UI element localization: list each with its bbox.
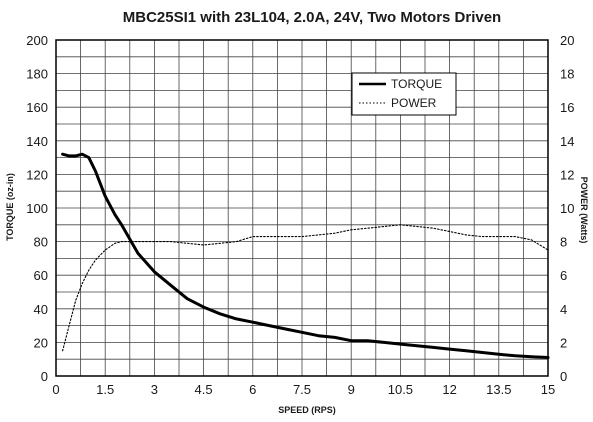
x-tick-label: 3 bbox=[151, 382, 158, 397]
x-tick-label: 9 bbox=[348, 382, 355, 397]
series-torque-line bbox=[61, 152, 550, 359]
y-left-tick-label: 20 bbox=[34, 335, 48, 350]
legend-power-label: POWER bbox=[391, 96, 437, 110]
y-left-tick-label: 200 bbox=[26, 33, 48, 48]
chart-title: MBC25SI1 with 23L104, 2.0A, 24V, Two Mot… bbox=[123, 9, 501, 26]
legend-box bbox=[351, 72, 457, 116]
y-right-tick-label: 12 bbox=[560, 167, 574, 182]
y-left-tick-label: 120 bbox=[26, 167, 48, 182]
y-right-tick-label: 20 bbox=[560, 33, 574, 48]
y-left-tick-label: 40 bbox=[34, 302, 48, 317]
y-left-tick-label: 100 bbox=[26, 201, 48, 216]
y-right-tick-label: 6 bbox=[560, 268, 567, 283]
y-left-tick-label: 160 bbox=[26, 100, 48, 115]
legend-torque-label: TORQUE bbox=[391, 77, 442, 91]
x-axis-label: SPEED (RPS) bbox=[278, 405, 336, 415]
y-right-tick-label: 14 bbox=[560, 134, 574, 149]
y-left-tick-label: 140 bbox=[26, 134, 48, 149]
y-left-tick-label: 80 bbox=[34, 235, 48, 250]
series-lines bbox=[61, 152, 550, 359]
x-tick-label: 7.5 bbox=[293, 382, 311, 397]
plot-frame bbox=[55, 39, 549, 377]
y-right-tick-label: 2 bbox=[560, 335, 567, 350]
y-right-tick-label: 16 bbox=[560, 100, 574, 115]
x-tick-label: 1.5 bbox=[96, 382, 114, 397]
y-right-tick-label: 18 bbox=[560, 67, 574, 82]
y-right-tick-label: 0 bbox=[560, 369, 567, 384]
y-axis-left-label: TORQUE (oz-in) bbox=[5, 173, 15, 241]
x-tick-label: 12 bbox=[442, 382, 456, 397]
grid-lines bbox=[56, 40, 548, 376]
y-right-tick-label: 8 bbox=[560, 235, 567, 250]
x-tick-label: 15 bbox=[541, 382, 555, 397]
x-tick-label: 0 bbox=[52, 382, 59, 397]
x-tick-label: 6 bbox=[249, 382, 256, 397]
x-tick-label: 4.5 bbox=[195, 382, 213, 397]
y-left-tick-label: 60 bbox=[34, 268, 48, 283]
x-tick-label: 13.5 bbox=[486, 382, 511, 397]
y-right-tick-label: 4 bbox=[560, 302, 567, 317]
series-power-line bbox=[62, 224, 549, 352]
legend: TORQUE POWER bbox=[351, 72, 457, 116]
y-left-tick-label: 0 bbox=[41, 369, 48, 384]
y-axis-right-label: POWER (Watts) bbox=[579, 177, 589, 244]
x-tick-label: 10.5 bbox=[388, 382, 413, 397]
y-right-tick-label: 10 bbox=[560, 201, 574, 216]
y-left-tick-label: 180 bbox=[26, 67, 48, 82]
tick-labels: 0 1.5 3 4.5 6 7.5 9 10.5 12 13.5 15020406080100120… bbox=[26, 33, 574, 397]
